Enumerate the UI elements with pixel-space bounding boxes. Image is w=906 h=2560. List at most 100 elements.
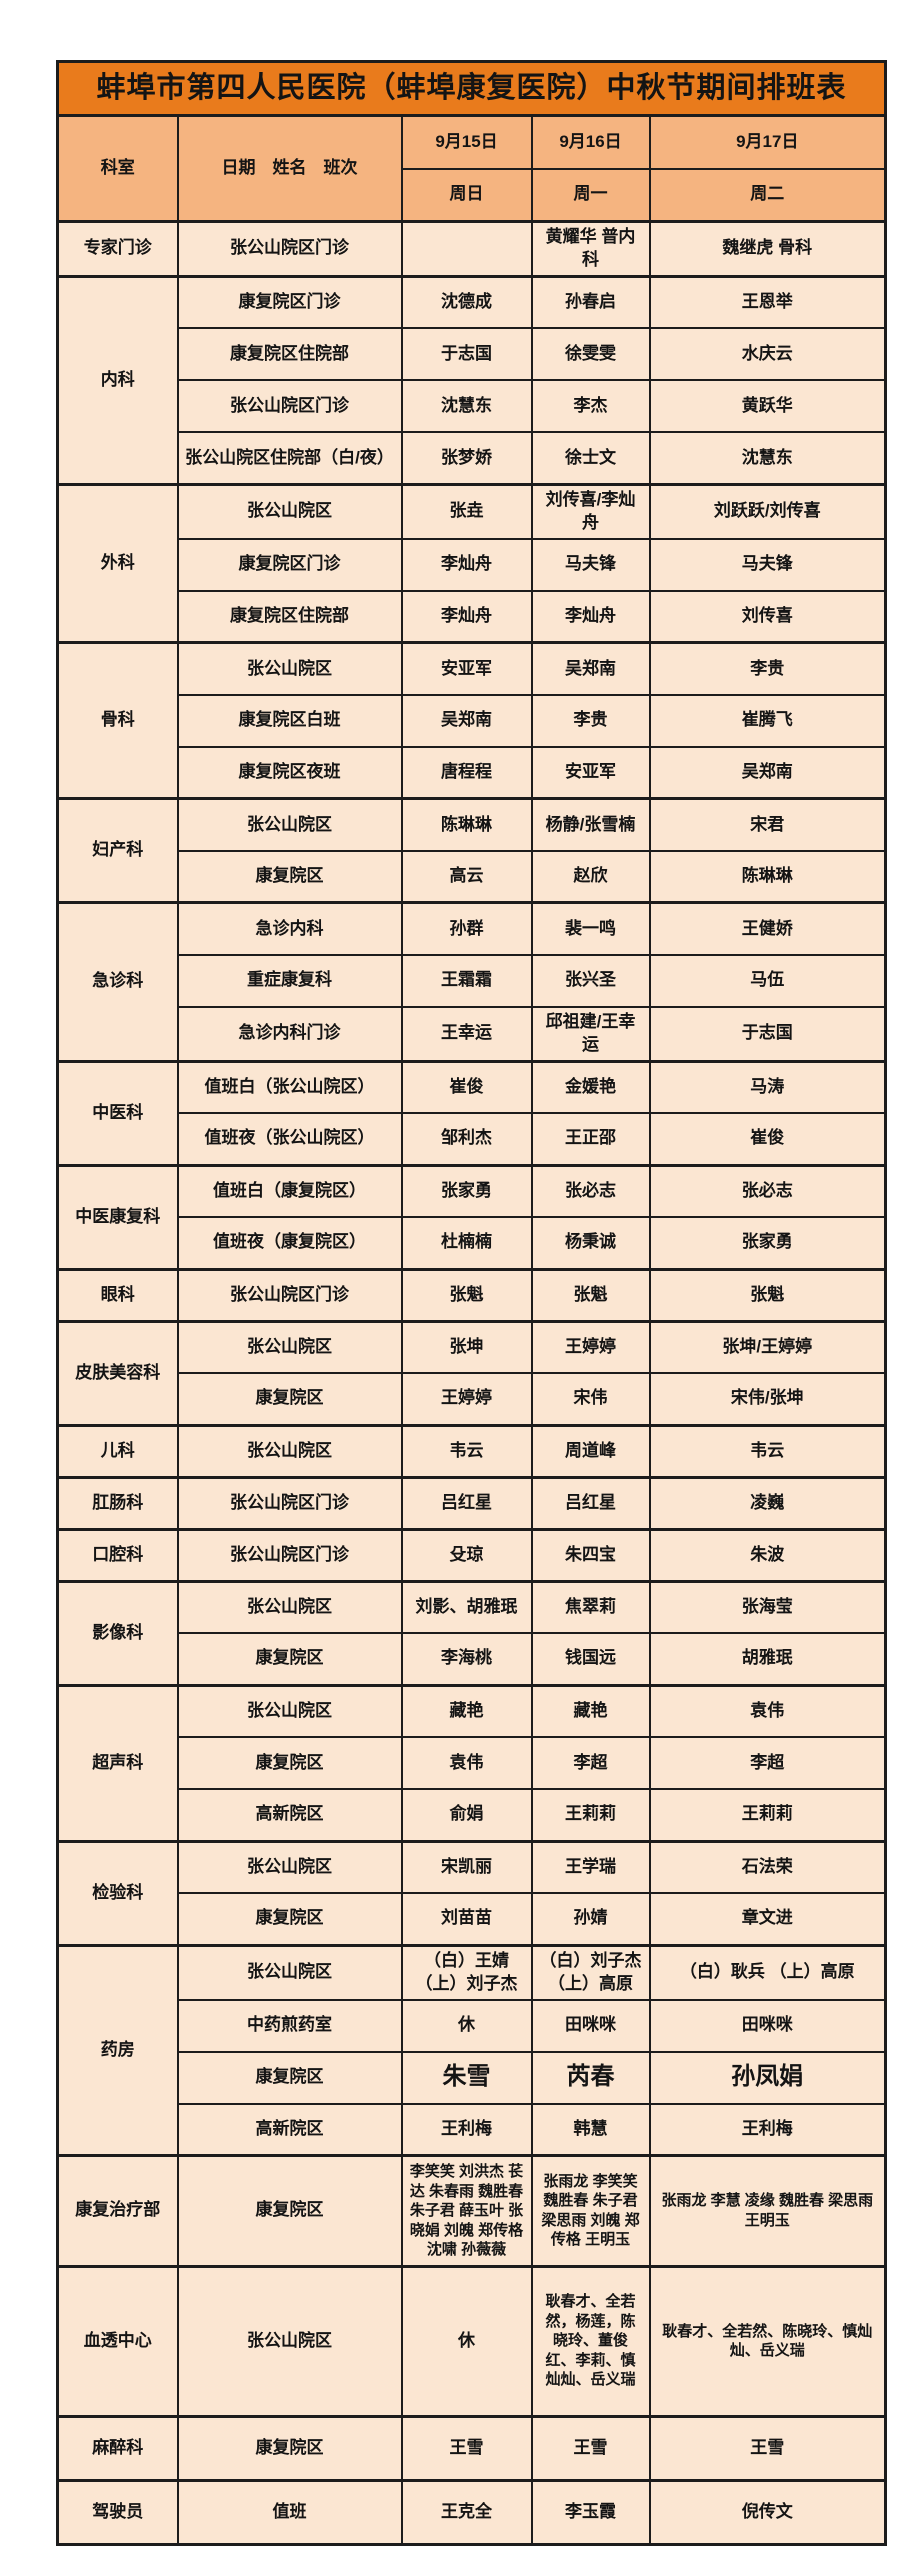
schedule-cell: 张家勇 xyxy=(648,1216,887,1271)
shift-cell: 值班白（康复院区） xyxy=(176,1163,403,1219)
schedule-cell: 陈琳琳 xyxy=(648,849,887,904)
schedule-cell: 王健娇 xyxy=(648,901,887,956)
schedule-cell: 田咪咪 xyxy=(648,1998,887,2053)
header-dept: 科室 xyxy=(56,114,179,223)
schedule-cell: 宋伟 xyxy=(530,1372,651,1427)
schedule-cell: 刘传喜/李灿舟 xyxy=(530,482,651,540)
schedule-cell: 李灿舟 xyxy=(400,537,533,592)
schedule-cell: 陈琳琳 xyxy=(400,797,533,852)
schedule-cell: （白）耿兵 （上）高原 xyxy=(648,1943,887,2001)
schedule-cell: 韦云 xyxy=(648,1423,887,1479)
table-row: 康复院区 刘苗苗 孙婧 章文进 xyxy=(58,1892,887,1947)
shift-cell: 急诊内科门诊 xyxy=(176,1005,403,1063)
table-row: 驾驶员 值班 王克全 李玉霞 倪传文 xyxy=(56,2478,887,2545)
schedule-cell: 王正邵 xyxy=(530,1112,651,1167)
schedule-cell: 王恩举 xyxy=(648,274,887,330)
shift-cell: 急诊内科 xyxy=(176,901,403,956)
schedule-cell: 倪传文 xyxy=(648,2478,887,2545)
schedule-cell: 沈慧东 xyxy=(648,431,887,486)
table-row: 值班夜（康复院区） 杜楠楠 杨秉诚 张家勇 xyxy=(58,1216,887,1271)
dept-cell: 超声科 xyxy=(56,1683,179,1843)
schedule-sheet: 蚌埠市第四人民医院（蚌埠康复医院）中秋节期间排班表 科室 日期 姓名 班次 9月… xyxy=(56,60,888,2546)
schedule-cell: 吕红星 xyxy=(530,1475,651,1531)
schedule-cell: 田咪咪 xyxy=(530,1998,651,2053)
schedule-cell: 朱四宝 xyxy=(530,1527,651,1583)
schedule-cell: 张魁 xyxy=(648,1267,887,1323)
table-row: 急诊科 急诊内科 孙群 裴一鸣 王健娇 xyxy=(56,901,887,1063)
schedule-cell: 王雪 xyxy=(400,2414,533,2481)
schedule-cell: 沈德成 xyxy=(400,274,533,330)
schedule-cell: 王莉莉 xyxy=(648,1788,887,1843)
shift-cell: 中药煎药室 xyxy=(176,1998,403,2053)
schedule-cell: 水庆云 xyxy=(648,327,887,382)
schedule-cell: 王雪 xyxy=(530,2414,651,2481)
shift-cell: 康复院区 xyxy=(176,1736,403,1791)
shift-cell: 康复院区 xyxy=(176,2154,403,2267)
schedule-cell: 王雪 xyxy=(648,2414,887,2481)
shift-cell: 张公山院区门诊 xyxy=(176,1527,403,1583)
schedule-cell: 崔俊 xyxy=(400,1059,533,1115)
schedule-cell: 邱祖建/王幸运 xyxy=(530,1005,651,1063)
table-row: 康复院区 朱雪 芮春 孙凤娟 xyxy=(58,2050,887,2105)
schedule-cell: 黄耀华 普内科 xyxy=(530,220,651,278)
schedule-cell: 休 xyxy=(400,2264,533,2417)
dept-cell: 皮肤美容科 xyxy=(56,1319,179,1427)
schedule-cell: 崔腾飞 xyxy=(648,693,887,748)
header-row-dates: 科室 日期 姓名 班次 9月15日 9月16日 9月17日 xyxy=(56,114,887,223)
schedule-cell: 刘跃跃/刘传喜 xyxy=(648,482,887,540)
table-row: 影像科 张公山院区 刘影、胡雅珉 焦翠莉 张海莹 xyxy=(56,1579,887,1687)
table-row: 高新院区 俞娟 王莉莉 王莉莉 xyxy=(58,1788,887,1843)
shift-cell: 张公山院区 xyxy=(176,641,403,696)
shift-cell: 康复院区住院部 xyxy=(176,589,403,644)
page-title: 蚌埠市第四人民医院（蚌埠康复医院）中秋节期间排班表 xyxy=(56,60,887,117)
dept-cell: 专家门诊 xyxy=(56,220,179,278)
shift-cell: 张公山院区 xyxy=(176,1423,403,1479)
table-row: 康复院区 李海桃 钱国远 胡雅珉 xyxy=(58,1632,887,1687)
table-row: 骨科 张公山院区 安亚军 吴郑南 李贵 xyxy=(56,641,887,800)
schedule-cell: 安亚军 xyxy=(400,641,533,696)
schedule-cell: 孙凤娟 xyxy=(648,2050,887,2105)
schedule-cell: 张魁 xyxy=(530,1267,651,1323)
schedule-body: 蚌埠市第四人民医院（蚌埠康复医院）中秋节期间排班表 科室 日期 姓名 班次 9月… xyxy=(56,60,887,2545)
shift-cell: 张公山院区 xyxy=(176,2264,403,2417)
schedule-cell: 王幸运 xyxy=(400,1005,533,1063)
shift-cell: 张公山院区 xyxy=(176,1319,403,1375)
table-row: 中医康复科 值班白（康复院区） 张家勇 张必志 张必志 xyxy=(56,1163,887,1271)
shift-cell: 张公山院区住院部（白/夜） xyxy=(176,431,403,486)
schedule-cell: 唐程程 xyxy=(400,745,533,800)
table-row: 康复院区 高云 赵欣 陈琳琳 xyxy=(58,849,887,904)
schedule-cell: 袁伟 xyxy=(400,1736,533,1791)
table-row: 急诊内科门诊 王幸运 邱祖建/王幸运 于志国 xyxy=(58,1005,887,1063)
dept-cell: 外科 xyxy=(56,482,179,644)
dept-cell: 急诊科 xyxy=(56,901,179,1063)
shift-cell: 康复院区 xyxy=(176,1892,403,1947)
dept-cell: 儿科 xyxy=(56,1423,179,1479)
schedule-cell: 石法荣 xyxy=(648,1839,887,1895)
schedule-cell: 李贵 xyxy=(530,693,651,748)
header-shift: 日期 姓名 班次 xyxy=(176,114,403,223)
schedule-cell: 张坤/王婷婷 xyxy=(648,1319,887,1375)
schedule-cell: 安亚军 xyxy=(530,745,651,800)
table-row: 中医科 值班白（张公山院区） 崔俊 金媛艳 马涛 xyxy=(56,1059,887,1167)
schedule-cell: 刘苗苗 xyxy=(400,1892,533,1947)
shift-cell: 康复院区门诊 xyxy=(176,537,403,592)
shift-cell: 值班 xyxy=(176,2478,403,2545)
shift-cell: 张公山院区 xyxy=(176,1839,403,1895)
schedule-cell: 杨静/张雪楠 xyxy=(530,797,651,852)
schedule-cell: 魏继虎 骨科 xyxy=(648,220,887,278)
schedule-cell: 沈慧东 xyxy=(400,379,533,434)
schedule-cell: 宋凯丽 xyxy=(400,1839,533,1895)
table-row: 康复院区住院部 李灿舟 李灿舟 刘传喜 xyxy=(58,589,887,644)
table-row: 重症康复科 王霜霜 张兴圣 马伍 xyxy=(58,953,887,1008)
schedule-cell: 朱波 xyxy=(648,1527,887,1583)
table-row: 值班夜（张公山院区） 邹利杰 王正邵 崔俊 xyxy=(58,1112,887,1167)
schedule-table: 蚌埠市第四人民医院（蚌埠康复医院）中秋节期间排班表 科室 日期 姓名 班次 9月… xyxy=(56,60,888,2546)
shift-cell: 康复院区门诊 xyxy=(176,274,403,330)
schedule-cell: 马涛 xyxy=(648,1059,887,1115)
schedule-cell: 王利梅 xyxy=(400,2102,533,2157)
schedule-cell: 胡雅珉 xyxy=(648,1632,887,1687)
schedule-cell: 朱雪 xyxy=(400,2050,533,2105)
dept-cell: 中医康复科 xyxy=(56,1163,179,1271)
schedule-cell: 徐雯雯 xyxy=(530,327,651,382)
schedule-cell: 韩慧 xyxy=(530,2102,651,2157)
